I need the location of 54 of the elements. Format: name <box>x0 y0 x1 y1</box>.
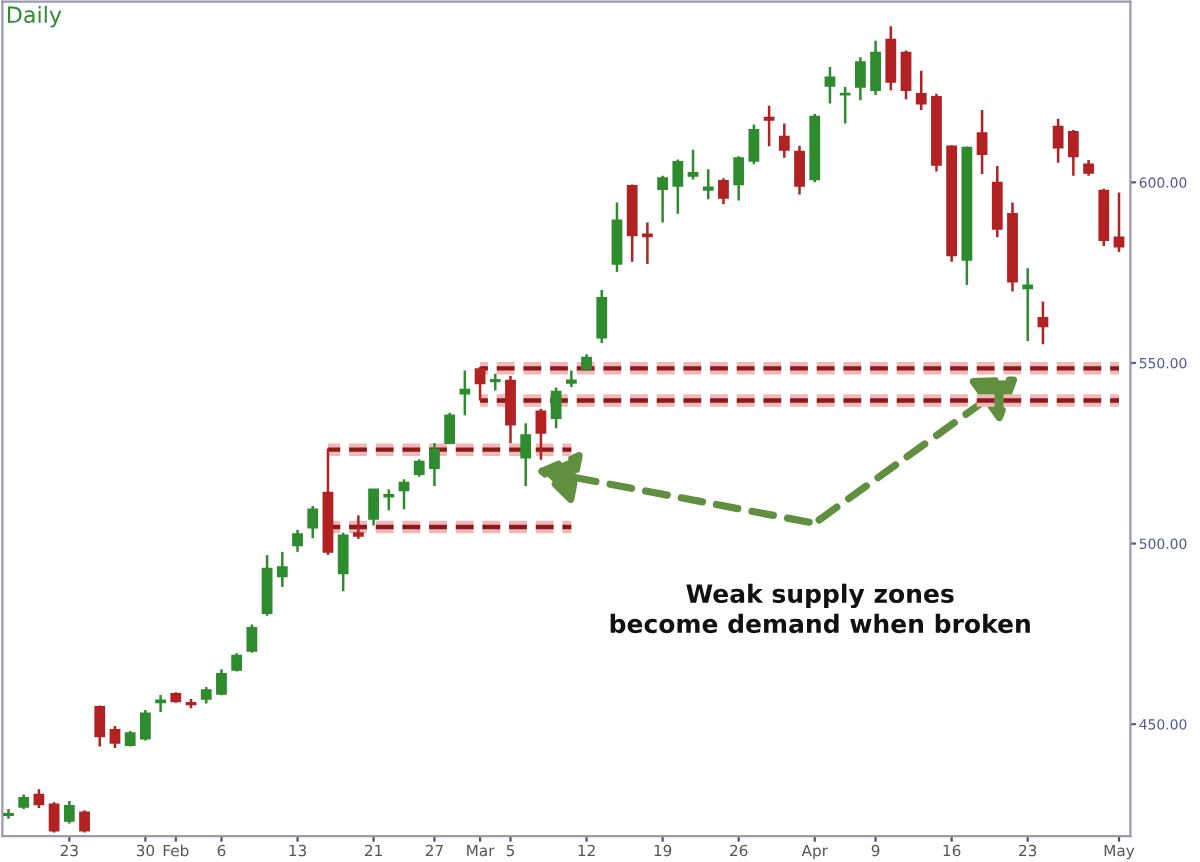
candlestick <box>596 288 608 345</box>
candlestick <box>794 144 805 196</box>
candlestick <box>976 108 988 176</box>
candlestick <box>489 372 501 392</box>
candlestick <box>718 177 729 206</box>
candlestick <box>687 148 699 181</box>
candlestick <box>246 623 258 654</box>
candlestick <box>368 488 379 527</box>
candlestick <box>79 808 90 834</box>
candlestick <box>702 168 714 201</box>
candlestick <box>611 201 623 274</box>
candlestick <box>900 49 912 101</box>
candlestick <box>444 411 456 446</box>
candlestick <box>383 488 395 512</box>
candlestick <box>991 164 1003 239</box>
candlestick <box>763 104 775 148</box>
candlestick <box>550 386 562 430</box>
candlestick <box>915 69 927 112</box>
candlestick <box>352 514 364 541</box>
candlestick <box>48 800 60 834</box>
candlestick <box>1052 117 1064 165</box>
candlestick <box>459 369 471 417</box>
candlestick <box>733 155 745 202</box>
candlestick <box>1067 128 1079 178</box>
annotation: Weak supply zones become demand when broken <box>610 583 1030 634</box>
candlestick <box>429 441 440 488</box>
chart-title: Daily <box>7 5 62 28</box>
candlestick <box>94 704 106 748</box>
candlestick <box>535 407 547 461</box>
candlestick <box>1037 300 1049 346</box>
candlestick <box>657 174 669 224</box>
candlestick <box>337 531 349 593</box>
candlestick <box>854 56 866 102</box>
candlestick <box>778 122 790 160</box>
candlestick <box>870 39 881 97</box>
candlestick <box>261 553 273 618</box>
candlestick <box>885 25 897 92</box>
candlestick <box>520 422 532 488</box>
candlestick <box>292 528 303 554</box>
candlestick <box>63 799 75 825</box>
candlestick <box>33 787 45 810</box>
candlestick <box>139 708 151 742</box>
candlestick <box>155 693 167 714</box>
candlestick <box>1022 267 1034 343</box>
candlestick <box>505 374 516 445</box>
candlestick <box>109 724 121 750</box>
candlestick <box>216 668 227 697</box>
candlestick <box>1113 191 1125 254</box>
candlestick <box>672 158 684 216</box>
candlestick <box>824 65 836 105</box>
candlestick <box>307 504 319 540</box>
candlestick <box>474 365 486 402</box>
candlestick <box>276 550 288 589</box>
candlestick <box>748 123 760 166</box>
